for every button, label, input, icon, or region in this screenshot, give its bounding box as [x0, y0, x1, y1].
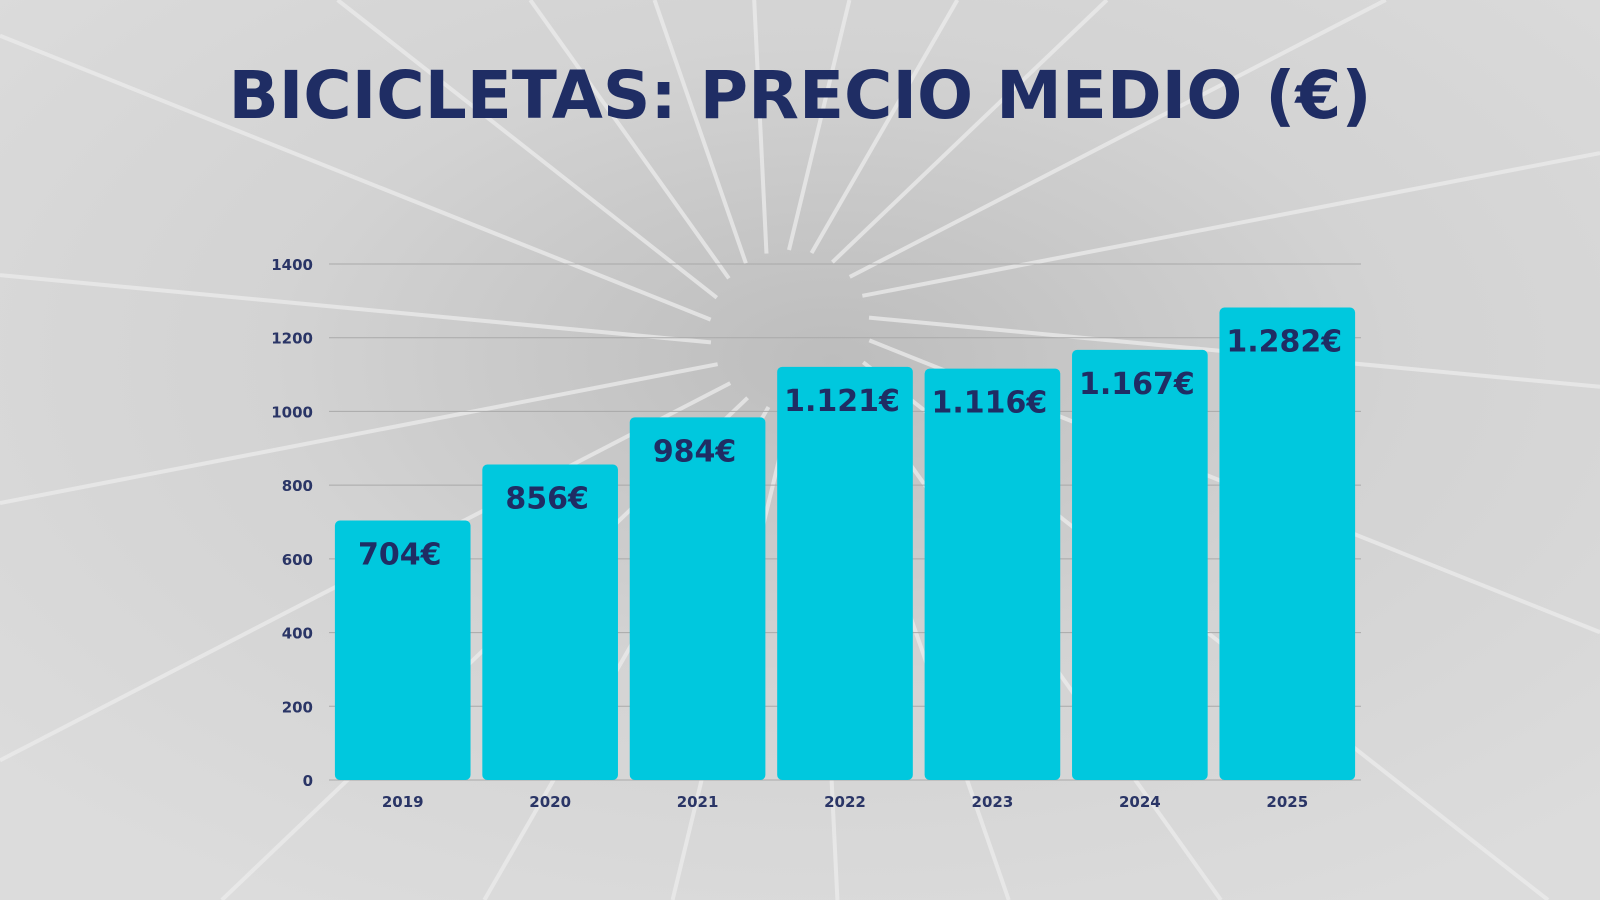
bar-2021 — [629, 417, 766, 780]
y-axis: 0 200 400 600 800 1000 1200 1400 — [271, 256, 313, 790]
spoke — [336, 0, 719, 300]
spoke — [0, 33, 712, 322]
spoke — [652, 0, 748, 264]
data-label: 704€ — [358, 538, 442, 573]
x-tick-label: 2023 — [972, 793, 1014, 811]
y-tick-label: 200 — [282, 698, 313, 716]
x-tick-label: 2019 — [382, 793, 424, 811]
bar-2019 — [334, 520, 471, 780]
spoke — [752, 0, 769, 254]
data-label: 1.121€ — [784, 384, 900, 419]
bar-2022 — [777, 366, 913, 780]
spoke — [0, 273, 712, 345]
spoke — [0, 362, 719, 506]
bar-2023 — [924, 368, 1061, 780]
y-tick-label: 800 — [282, 477, 313, 495]
y-tick-label: 1400 — [271, 256, 313, 274]
chart-title: BICICLETAS: PRECIO MEDIO (€) — [228, 57, 1371, 134]
data-label: 984€ — [653, 434, 737, 469]
bars — [334, 307, 1356, 780]
y-tick-label: 600 — [282, 551, 313, 569]
bar-2024 — [1072, 349, 1208, 780]
bar-2020 — [482, 464, 618, 780]
x-tick-label: 2022 — [824, 793, 866, 811]
data-label: 1.167€ — [1079, 367, 1195, 402]
x-tick-label: 2020 — [529, 793, 571, 811]
spoke — [861, 151, 1600, 298]
x-tick-label: 2025 — [1266, 793, 1308, 811]
y-tick-label: 400 — [282, 625, 313, 643]
spoke — [787, 0, 852, 251]
data-label: 1.282€ — [1226, 324, 1342, 359]
x-tick-label: 2021 — [677, 793, 719, 811]
y-tick-label: 0 — [303, 772, 313, 790]
spoke — [528, 0, 731, 280]
spoke — [848, 0, 1387, 279]
y-tick-label: 1200 — [271, 330, 313, 348]
data-label: 1.116€ — [932, 386, 1048, 421]
bar-2025 — [1219, 307, 1356, 780]
data-labels: 704€ 856€ 984€ 1.121€ 1.116€ 1.167€ 1.282€ — [358, 324, 1342, 572]
x-axis: 2019 2020 2021 2022 2023 2024 2025 — [382, 793, 1308, 811]
data-label: 856€ — [505, 482, 589, 517]
spoke — [809, 0, 960, 254]
y-tick-label: 1000 — [271, 403, 313, 421]
spoke — [831, 0, 1109, 264]
x-tick-label: 2024 — [1119, 793, 1161, 811]
